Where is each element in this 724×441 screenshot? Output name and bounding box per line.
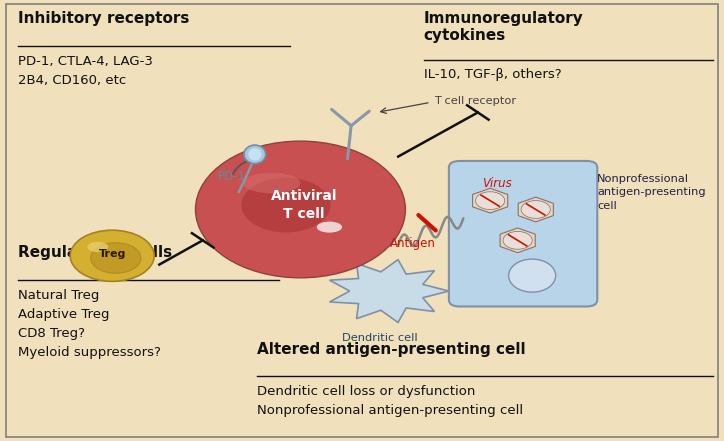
Text: Virus: Virus (482, 177, 513, 190)
Polygon shape (500, 228, 535, 253)
Circle shape (521, 201, 550, 218)
Text: PD-1: PD-1 (218, 170, 245, 183)
Text: Immunoregulatory
cytokines: Immunoregulatory cytokines (424, 11, 584, 43)
Polygon shape (473, 188, 508, 213)
Text: Inhibitory receptors: Inhibitory receptors (18, 11, 190, 26)
Text: Antigen: Antigen (390, 237, 436, 250)
Ellipse shape (195, 141, 405, 278)
Ellipse shape (70, 230, 154, 281)
Text: T cell receptor: T cell receptor (434, 97, 516, 106)
Circle shape (476, 192, 505, 209)
Ellipse shape (243, 173, 300, 193)
Text: Dendritic cell loss or dysfunction
Nonprofessional antigen-presenting cell: Dendritic cell loss or dysfunction Nonpr… (257, 385, 523, 417)
Ellipse shape (87, 242, 109, 252)
Text: Dendritic cell: Dendritic cell (342, 333, 418, 343)
Ellipse shape (361, 277, 414, 305)
Text: PD-1, CTLA-4, LAG-3
2B4, CD160, etc: PD-1, CTLA-4, LAG-3 2B4, CD160, etc (18, 55, 153, 87)
Ellipse shape (316, 221, 342, 232)
Circle shape (503, 232, 532, 249)
Text: IL-10, TGF-β, others?: IL-10, TGF-β, others? (424, 68, 561, 81)
Text: Antiviral
T cell: Antiviral T cell (271, 189, 337, 221)
Polygon shape (329, 260, 449, 322)
Text: Regulatory T cells: Regulatory T cells (18, 245, 172, 260)
Ellipse shape (90, 243, 141, 273)
FancyBboxPatch shape (449, 161, 597, 306)
Text: Nonprofessional
antigen-presenting
cell: Nonprofessional antigen-presenting cell (597, 174, 706, 211)
Ellipse shape (241, 178, 331, 232)
Text: Natural Treg
Adaptive Treg
CD8 Treg?
Myeloid suppressors?: Natural Treg Adaptive Treg CD8 Treg? Mye… (18, 289, 161, 359)
Ellipse shape (248, 148, 261, 161)
Text: Treg: Treg (98, 249, 126, 258)
Text: Altered antigen-presenting cell: Altered antigen-presenting cell (257, 342, 526, 357)
Polygon shape (518, 197, 553, 222)
Ellipse shape (244, 145, 266, 164)
Ellipse shape (508, 259, 556, 292)
